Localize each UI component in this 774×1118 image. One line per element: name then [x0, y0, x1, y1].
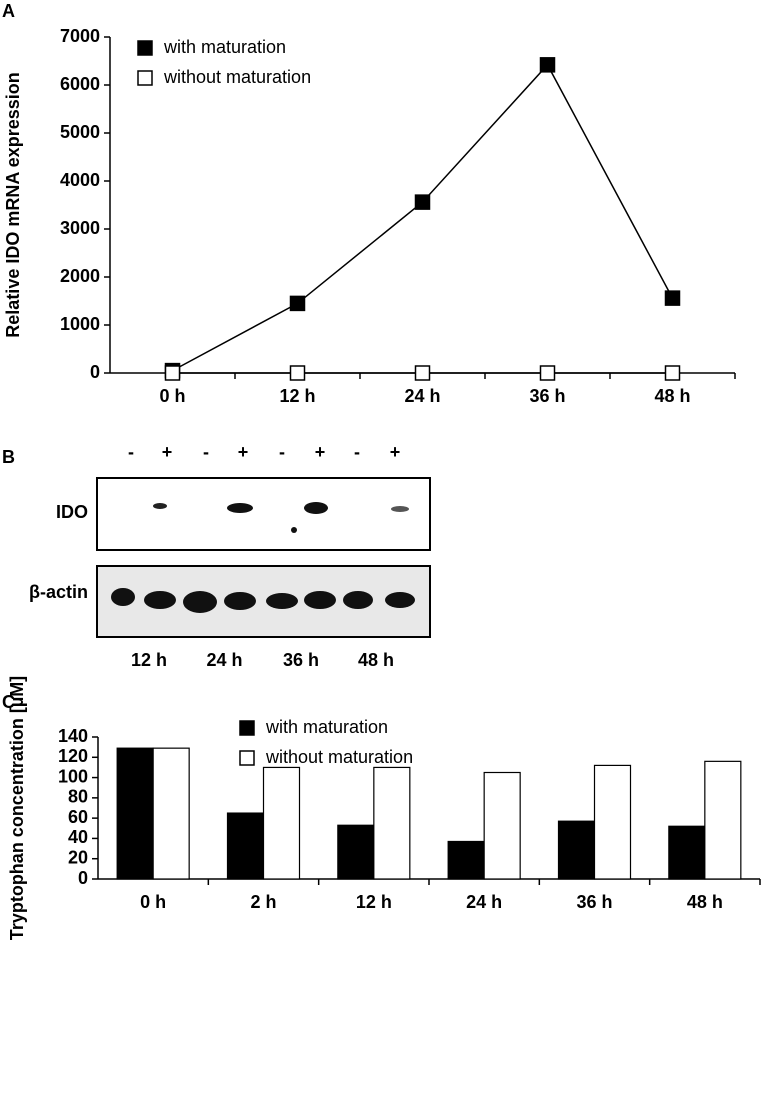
marker — [289, 365, 306, 381]
x-tick-label: 36 h — [529, 386, 565, 406]
bar — [373, 766, 411, 880]
marker — [539, 365, 556, 381]
lane-sign: - — [203, 442, 209, 462]
lane-sign: + — [390, 442, 401, 462]
x-tick-label: 24 h — [404, 386, 440, 406]
bar — [447, 840, 485, 880]
band — [153, 503, 167, 509]
marker — [664, 290, 681, 306]
y-tick-label: 0 — [90, 362, 100, 382]
x-tick-label: 48 h — [654, 386, 690, 406]
y-tick-label: 100 — [58, 766, 88, 786]
marker — [539, 57, 556, 73]
x-tick-label: 48 h — [687, 892, 723, 912]
bar — [116, 747, 154, 880]
y-tick-label: 80 — [68, 787, 88, 807]
band — [227, 503, 253, 513]
lane-time: 36 h — [283, 650, 319, 670]
x-tick-label: 24 h — [466, 892, 502, 912]
lane-time: 24 h — [206, 650, 242, 670]
line — [172, 63, 674, 372]
lane-sign: - — [354, 442, 360, 462]
y-tick-label: 4000 — [60, 170, 100, 190]
lane-sign: + — [238, 442, 249, 462]
x-tick-label: 12 h — [356, 892, 392, 912]
band — [144, 591, 176, 609]
legend-label: without maturation — [265, 747, 413, 767]
band — [343, 591, 373, 609]
y-tick-label: 1000 — [60, 314, 100, 334]
blot — [96, 477, 431, 638]
bar — [152, 747, 190, 880]
bar — [483, 771, 521, 880]
bar — [226, 812, 265, 880]
y-tick-label: 3000 — [60, 218, 100, 238]
bar — [557, 820, 596, 880]
band — [304, 502, 328, 514]
lane-sign: + — [162, 442, 173, 462]
y-tick-label: 60 — [68, 807, 88, 827]
y-tick-label: 0 — [78, 868, 88, 888]
panel-label: A — [2, 1, 15, 21]
marker — [289, 295, 306, 312]
legend-label: with maturation — [265, 717, 388, 737]
band — [304, 591, 336, 609]
lane-time: 48 h — [358, 650, 394, 670]
y-tick-label: 7000 — [60, 26, 100, 46]
legend-swatch — [239, 750, 255, 766]
band — [266, 593, 298, 609]
legend-swatch — [239, 720, 255, 736]
marker — [414, 194, 431, 210]
y-tick-label: 20 — [68, 847, 88, 867]
panel-label: C — [2, 692, 15, 712]
lane-time: 12 h — [131, 650, 167, 670]
lane-sign: - — [279, 442, 285, 462]
row-label: β-actin — [29, 582, 88, 602]
y-tick-label: 6000 — [60, 74, 100, 94]
lane-sign: - — [128, 442, 134, 462]
marker — [414, 365, 431, 381]
x-tick-label: 2 h — [250, 892, 276, 912]
y-tick-label: 140 — [58, 726, 88, 746]
bar — [704, 760, 742, 880]
bar — [337, 824, 375, 880]
legend-label: without maturation — [163, 67, 311, 87]
x-tick-label: 0 h — [140, 892, 166, 912]
y-tick-label: 120 — [58, 746, 88, 766]
legend-swatch — [137, 40, 153, 56]
blot-frame — [96, 477, 431, 551]
marker — [164, 365, 181, 381]
x-tick-label: 36 h — [576, 892, 612, 912]
y-tick-label: 40 — [68, 827, 88, 847]
band — [224, 592, 256, 610]
bar — [668, 825, 706, 880]
y-axis-label: Relative IDO mRNA expression — [3, 72, 23, 337]
x-tick-label: 12 h — [279, 386, 315, 406]
legend-swatch — [137, 70, 153, 86]
x-tick-label: 0 h — [159, 386, 185, 406]
row-label: IDO — [56, 502, 88, 522]
band — [111, 588, 135, 606]
y-tick-label: 5000 — [60, 122, 100, 142]
spot — [291, 527, 297, 533]
panel-label: B — [2, 447, 15, 467]
band — [385, 592, 415, 608]
y-axis-label: Tryptophan concentration [µM] — [7, 676, 27, 940]
bar — [593, 764, 632, 880]
band — [391, 506, 409, 512]
bar — [262, 766, 301, 880]
marker — [664, 365, 681, 381]
y-tick-label: 2000 — [60, 266, 100, 286]
lane-sign: + — [315, 442, 326, 462]
legend-label: with maturation — [163, 37, 286, 57]
band — [183, 591, 217, 613]
